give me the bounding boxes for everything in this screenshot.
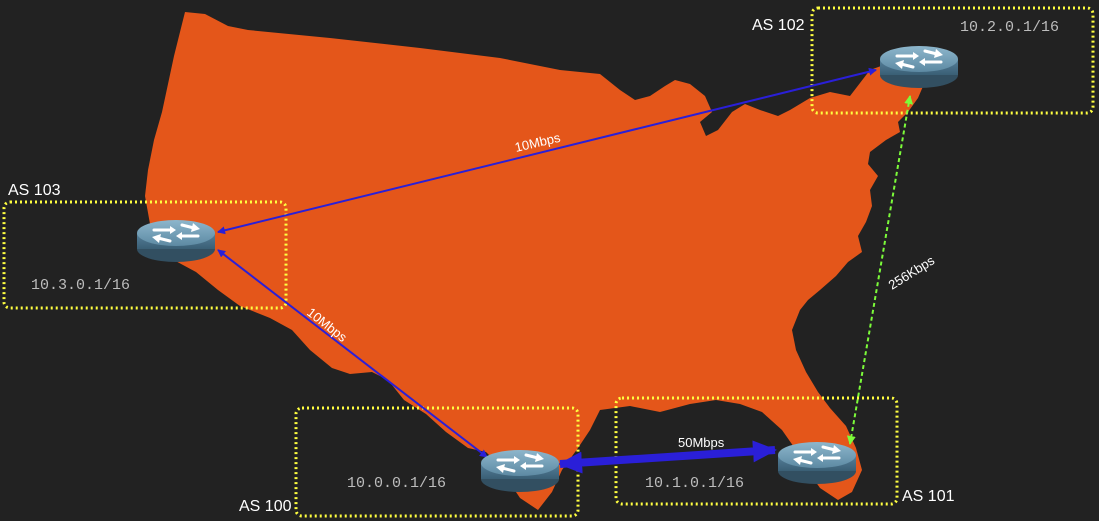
router-icon-as101[interactable] xyxy=(776,440,858,486)
as-101-subnet: 10.1.0.1/16 xyxy=(645,475,744,492)
router-icon-as102[interactable] xyxy=(878,44,960,90)
link-100-101-label: 50Mbps xyxy=(678,435,725,450)
link-103-100 xyxy=(217,249,488,458)
as-102-subnet: 10.2.0.1/16 xyxy=(960,19,1059,36)
router-icon-as103[interactable] xyxy=(135,218,217,264)
as-102-box xyxy=(810,6,1095,115)
as-100-subnet: 10.0.0.1/16 xyxy=(347,475,446,492)
link-100-101 xyxy=(558,440,777,474)
as-100-name: AS 100 xyxy=(239,498,292,515)
router-icon-as100[interactable] xyxy=(479,448,561,494)
as-102-name: AS 102 xyxy=(752,17,805,34)
as-101-name: AS 101 xyxy=(902,488,955,505)
link-102-101 xyxy=(846,95,914,445)
link-103-102 xyxy=(217,67,877,235)
link-102-101-label: 256Kbps xyxy=(886,252,938,292)
as-103-name: AS 103 xyxy=(8,182,61,199)
as-103-subnet: 10.3.0.1/16 xyxy=(31,277,130,294)
